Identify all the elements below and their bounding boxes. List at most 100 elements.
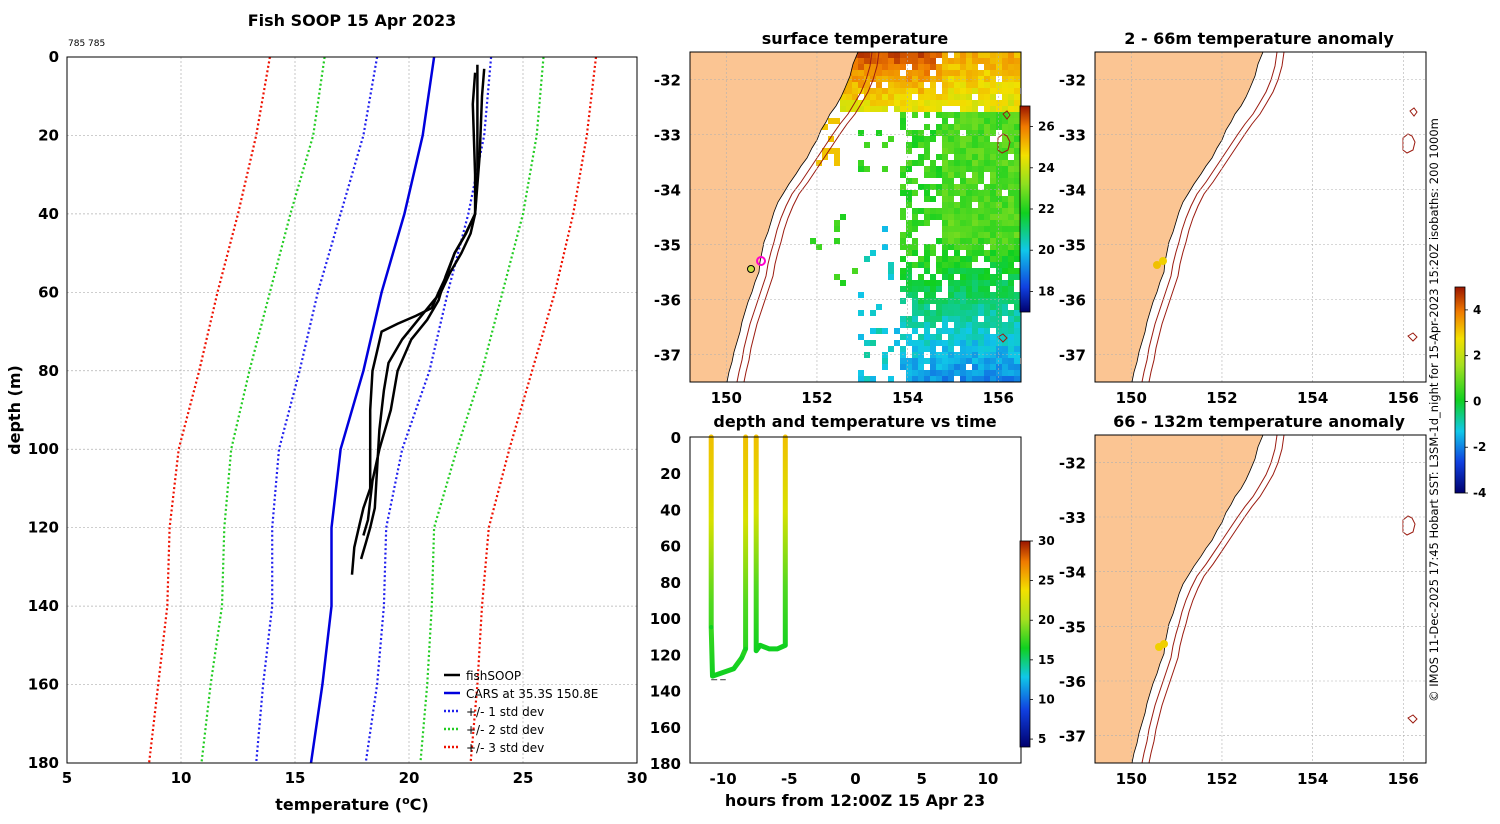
sst-pixel <box>990 196 996 202</box>
sst-pixel <box>942 310 948 316</box>
sst-pixel <box>906 286 912 292</box>
sst-pixel <box>1002 352 1008 358</box>
sst-pixel <box>912 340 918 346</box>
sst-pixel <box>918 88 924 94</box>
sst-pixel <box>1014 226 1020 232</box>
sst-pixel <box>960 166 966 172</box>
sst-pixel <box>1008 316 1014 322</box>
sst-pixel <box>996 310 1002 316</box>
sst-pixel <box>1002 220 1008 226</box>
sst-pixel <box>888 76 894 82</box>
sst-pixel <box>984 304 990 310</box>
sst-pixel <box>924 154 930 160</box>
sst-pixel <box>990 310 996 316</box>
sst-pixel <box>978 364 984 370</box>
anomaly-shallow-y-tick-label: -37 <box>1059 347 1086 365</box>
sst-pixel <box>924 64 930 70</box>
sst-pixel <box>840 280 846 286</box>
anomaly-deep-y-tick-label: -34 <box>1059 564 1086 582</box>
sst-x-tick-label: 156 <box>983 389 1014 407</box>
sst-pixel <box>954 364 960 370</box>
sst-pixel <box>918 94 924 100</box>
sst-pixel <box>996 316 1002 322</box>
sst-pixel <box>912 136 918 142</box>
sst-pixel <box>960 376 966 382</box>
sst-pixel <box>918 286 924 292</box>
sst-pixel <box>900 82 906 88</box>
sst-pixel <box>972 334 978 340</box>
sst-pixel <box>990 316 996 322</box>
sst-pixel <box>1014 370 1020 376</box>
sst-pixel <box>912 142 918 148</box>
sst-pixel <box>930 316 936 322</box>
sst-pixel <box>1014 178 1020 184</box>
sst-pixel <box>960 214 966 220</box>
sst-pixel <box>936 376 942 382</box>
sst-pixel <box>858 100 864 106</box>
sst-pixel <box>960 190 966 196</box>
sst-pixel <box>924 316 930 322</box>
sst-pixel <box>954 100 960 106</box>
profile-y-tick-label: 140 <box>28 597 59 615</box>
sst-pixel <box>984 118 990 124</box>
sst-pixel <box>924 250 930 256</box>
sst-pixel <box>966 196 972 202</box>
sst-pixel <box>924 334 930 340</box>
sst-pixel <box>918 70 924 76</box>
sst-pixel <box>1014 334 1020 340</box>
sst-cars-location-marker <box>756 256 766 266</box>
sst-pixel <box>918 340 924 346</box>
sst-pixel <box>990 376 996 382</box>
sst-pixel <box>900 208 906 214</box>
sst-pixel <box>846 100 852 106</box>
sst-pixel <box>852 88 858 94</box>
sst-pixel <box>966 130 972 136</box>
sst-pixel <box>948 304 954 310</box>
sst-pixel <box>876 82 882 88</box>
sst-pixel <box>942 358 948 364</box>
sst-pixel <box>1014 124 1020 130</box>
sst-pixel <box>990 142 996 148</box>
sst-pixel <box>906 82 912 88</box>
sst-pixel <box>906 250 912 256</box>
sst-pixel <box>882 76 888 82</box>
sst-y-tick-label: -34 <box>654 182 681 200</box>
sst-pixel <box>1008 256 1014 262</box>
sst-pixel <box>990 298 996 304</box>
sst-pixel <box>996 70 1002 76</box>
sst-pixel <box>1014 376 1020 382</box>
dt-colorbar-tick-label: 20 <box>1038 613 1055 627</box>
sst-pixel <box>978 154 984 160</box>
sst-pixel <box>1002 328 1008 334</box>
sst-pixel <box>924 304 930 310</box>
sst-pixel <box>978 130 984 136</box>
sst-pixel <box>960 196 966 202</box>
sst-pixel <box>1014 52 1020 58</box>
sst-pixel <box>948 274 954 280</box>
sst-pixel <box>1002 346 1008 352</box>
sst-pixel <box>984 106 990 112</box>
sst-pixel <box>948 184 954 190</box>
sst-pixel <box>984 184 990 190</box>
dt-cast-point <box>783 643 788 648</box>
sst-pixel <box>900 124 906 130</box>
sst-pixel <box>996 52 1002 58</box>
sst-pixel <box>918 274 924 280</box>
sst-pixel <box>912 328 918 334</box>
sst-pixel <box>1008 370 1014 376</box>
sst-pixel <box>1002 136 1008 142</box>
sst-pixel <box>1014 310 1020 316</box>
sst-pixel <box>990 88 996 94</box>
sst-pixel <box>1002 280 1008 286</box>
sst-pixel <box>936 130 942 136</box>
sst-pixel <box>870 106 876 112</box>
sst-pixel <box>888 376 894 382</box>
sst-pixel <box>966 358 972 364</box>
anomaly-shallow-seamount-south <box>1407 332 1418 342</box>
sst-pixel <box>1002 376 1008 382</box>
sst-pixel <box>912 70 918 76</box>
sst-pixel <box>1002 202 1008 208</box>
sst-pixel <box>900 316 906 322</box>
sst-pixel <box>1014 364 1020 370</box>
sst-pixel <box>948 292 954 298</box>
